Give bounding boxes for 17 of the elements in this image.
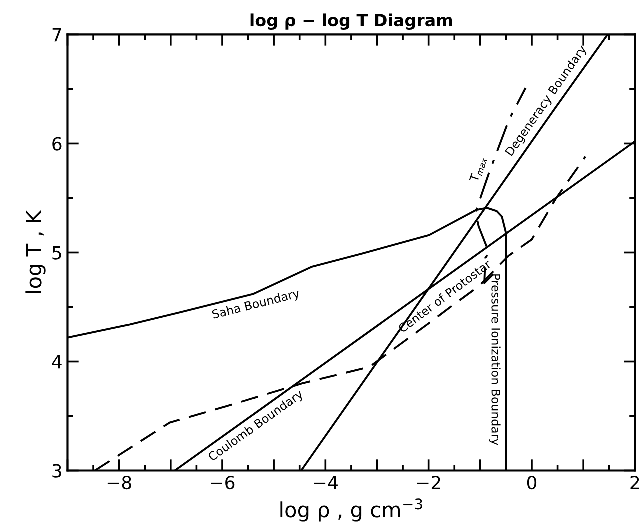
x-tick-label: −8	[108, 476, 132, 490]
annotation: Pressure Ionization Boundary	[489, 274, 501, 446]
chart-title: log ρ − log T Diagram	[250, 14, 452, 30]
y-axis-title: log T , K	[26, 210, 46, 294]
y-tick-label: 6	[52, 137, 62, 151]
x-axis-title: log ρ , g cm$^{−3}$	[280, 498, 422, 522]
x-tick-label: −4	[314, 476, 338, 490]
annotation: Saha Boundary	[212, 288, 301, 322]
x-tick-label: −6	[211, 476, 235, 490]
y-tick-label: 4	[52, 355, 62, 369]
y-tick-label: 3	[52, 464, 62, 478]
x-tick-label: 0	[527, 476, 537, 490]
y-tick-label: 7	[52, 28, 62, 42]
x-tick-label: 2	[630, 476, 639, 490]
annotation: T$_{max}$	[469, 156, 488, 184]
x-tick-label: −2	[417, 476, 440, 490]
y-tick-label: 5	[52, 246, 62, 260]
